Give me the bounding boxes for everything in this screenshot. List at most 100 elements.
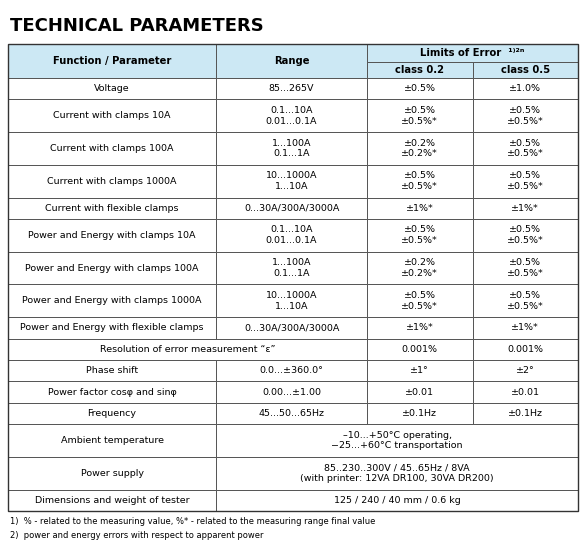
Text: ±0.2%
±0.2%*: ±0.2% ±0.2%*: [401, 258, 438, 278]
Bar: [472, 132, 578, 165]
Bar: [367, 165, 472, 197]
Text: 0.1...10A
0.01...0.1A: 0.1...10A 0.01...0.1A: [266, 225, 318, 245]
Bar: [367, 100, 472, 132]
Text: ±0.5%
±0.5%*: ±0.5% ±0.5%*: [507, 106, 544, 126]
Bar: [8, 284, 216, 317]
Bar: [472, 339, 578, 360]
Text: ±0.5%
±0.5%*: ±0.5% ±0.5%*: [401, 225, 438, 245]
Text: 0...30A/300A/3000A: 0...30A/300A/3000A: [244, 323, 339, 333]
Text: ±1%*: ±1%*: [406, 204, 434, 213]
Bar: [472, 381, 578, 403]
Text: ±0.01: ±0.01: [406, 388, 434, 397]
Text: ±0.5%: ±0.5%: [404, 84, 436, 93]
Bar: [367, 339, 472, 360]
Bar: [472, 165, 578, 197]
Bar: [8, 339, 367, 360]
Text: ±0.1Hz: ±0.1Hz: [508, 409, 543, 418]
Text: 1)  % - related to the measuring value, %* - related to the measuring range fina: 1) % - related to the measuring value, %…: [10, 517, 376, 526]
Bar: [472, 197, 578, 219]
Text: 0.001%: 0.001%: [402, 345, 438, 354]
Bar: [472, 78, 578, 100]
Text: ±1%*: ±1%*: [512, 323, 539, 333]
Text: Dimensions and weight of tester: Dimensions and weight of tester: [35, 496, 189, 505]
Bar: [472, 252, 578, 284]
Text: Range: Range: [274, 56, 309, 66]
Bar: [216, 165, 367, 197]
Text: 85..230..300V / 45..65Hz / 8VA
(with printer: 12VA DR100, 30VA DR200): 85..230..300V / 45..65Hz / 8VA (with pri…: [300, 463, 494, 483]
Bar: [367, 360, 472, 381]
Bar: [472, 360, 578, 381]
Text: 0.001%: 0.001%: [507, 345, 543, 354]
Text: Power and Energy with clamps 100A: Power and Energy with clamps 100A: [25, 264, 199, 272]
Text: ±0.5%
±0.5%*: ±0.5% ±0.5%*: [401, 171, 438, 191]
Text: ±1%*: ±1%*: [512, 204, 539, 213]
Text: ±0.2%
±0.2%*: ±0.2% ±0.2%*: [401, 138, 438, 159]
Text: Limits of Error  ¹⁾²ⁿ: Limits of Error ¹⁾²ⁿ: [420, 48, 524, 58]
Text: 125 / 240 / 40 mm / 0.6 kg: 125 / 240 / 40 mm / 0.6 kg: [333, 496, 461, 505]
Bar: [367, 317, 472, 339]
Bar: [367, 284, 472, 317]
Bar: [216, 360, 367, 381]
Bar: [367, 197, 472, 219]
Bar: [367, 219, 472, 252]
Bar: [367, 252, 472, 284]
Text: Current with clamps 100A: Current with clamps 100A: [50, 144, 174, 153]
Text: ±0.5%
±0.5%*: ±0.5% ±0.5%*: [507, 138, 544, 159]
Bar: [472, 100, 578, 132]
Bar: [8, 44, 216, 78]
Bar: [216, 252, 367, 284]
Bar: [8, 44, 578, 511]
Text: ±1.0%: ±1.0%: [509, 84, 541, 93]
Bar: [367, 62, 472, 78]
Bar: [216, 197, 367, 219]
Text: Current with clamps 1000A: Current with clamps 1000A: [47, 177, 177, 186]
Text: ±0.5%
±0.5%*: ±0.5% ±0.5%*: [507, 258, 544, 278]
Text: 10...1000A
1...10A: 10...1000A 1...10A: [266, 291, 318, 311]
Bar: [367, 403, 472, 424]
Bar: [8, 165, 216, 197]
Bar: [216, 457, 578, 490]
Bar: [216, 284, 367, 317]
Bar: [367, 78, 472, 100]
Text: ±0.5%
±0.5%*: ±0.5% ±0.5%*: [507, 291, 544, 311]
Text: 1...100A
0.1...1A: 1...100A 0.1...1A: [272, 258, 311, 278]
Bar: [8, 457, 216, 490]
Bar: [472, 284, 578, 317]
Text: Power and Energy with flexible clamps: Power and Energy with flexible clamps: [21, 323, 204, 333]
Text: class 0.2: class 0.2: [396, 65, 444, 75]
Bar: [8, 317, 216, 339]
Text: Power factor cosφ and sinφ: Power factor cosφ and sinφ: [47, 388, 176, 397]
Bar: [216, 424, 578, 457]
Bar: [472, 317, 578, 339]
Text: Function / Parameter: Function / Parameter: [53, 56, 171, 66]
Bar: [8, 197, 216, 219]
Bar: [8, 100, 216, 132]
Bar: [216, 132, 367, 165]
Bar: [8, 490, 216, 511]
Bar: [8, 132, 216, 165]
Bar: [367, 381, 472, 403]
Bar: [8, 424, 216, 457]
Bar: [216, 381, 367, 403]
Bar: [367, 132, 472, 165]
Bar: [472, 403, 578, 424]
Text: TECHNICAL PARAMETERS: TECHNICAL PARAMETERS: [10, 17, 264, 35]
Bar: [8, 381, 216, 403]
Text: 2)  power and energy errors with respect to apparent power: 2) power and energy errors with respect …: [10, 531, 264, 540]
Bar: [8, 360, 216, 381]
Bar: [216, 100, 367, 132]
Bar: [8, 78, 216, 100]
Text: Resolution of error measurement “ε”: Resolution of error measurement “ε”: [100, 345, 275, 354]
Text: Power and Energy with clamps 1000A: Power and Energy with clamps 1000A: [22, 296, 202, 305]
Bar: [216, 78, 367, 100]
Text: Voltage: Voltage: [94, 84, 130, 93]
Bar: [216, 490, 578, 511]
Text: class 0.5: class 0.5: [500, 65, 550, 75]
Text: ±0.5%
±0.5%*: ±0.5% ±0.5%*: [401, 291, 438, 311]
Text: ±0.5%
±0.5%*: ±0.5% ±0.5%*: [507, 171, 544, 191]
Text: ±2°: ±2°: [516, 366, 534, 375]
Text: Power supply: Power supply: [80, 469, 144, 478]
Text: ±0.1Hz: ±0.1Hz: [403, 409, 437, 418]
Text: ±0.01: ±0.01: [511, 388, 540, 397]
Bar: [8, 403, 216, 424]
